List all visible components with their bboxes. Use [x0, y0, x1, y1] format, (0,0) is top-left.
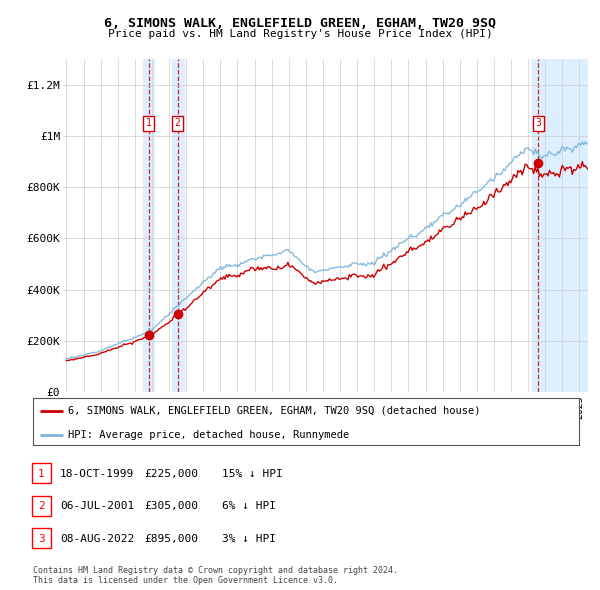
Text: 1: 1	[146, 118, 151, 128]
Text: 3: 3	[535, 118, 541, 128]
Bar	[143, 59, 154, 392]
Bar	[532, 59, 596, 392]
Text: £895,000: £895,000	[144, 534, 198, 543]
Text: 6% ↓ HPI: 6% ↓ HPI	[222, 502, 276, 511]
Text: 3% ↓ HPI: 3% ↓ HPI	[222, 534, 276, 543]
Text: 2: 2	[175, 118, 181, 128]
Text: £225,000: £225,000	[144, 469, 198, 478]
Text: 2: 2	[38, 502, 45, 511]
Text: £305,000: £305,000	[144, 502, 198, 511]
Text: 08-AUG-2022: 08-AUG-2022	[60, 534, 134, 543]
Text: Price paid vs. HM Land Registry's House Price Index (HPI): Price paid vs. HM Land Registry's House …	[107, 30, 493, 39]
Text: 6, SIMONS WALK, ENGLEFIELD GREEN, EGHAM, TW20 9SQ: 6, SIMONS WALK, ENGLEFIELD GREEN, EGHAM,…	[104, 17, 496, 30]
Text: 06-JUL-2001: 06-JUL-2001	[60, 502, 134, 511]
Text: Contains HM Land Registry data © Crown copyright and database right 2024.
This d: Contains HM Land Registry data © Crown c…	[33, 566, 398, 585]
Text: HPI: Average price, detached house, Runnymede: HPI: Average price, detached house, Runn…	[68, 430, 350, 440]
Text: 1: 1	[38, 469, 45, 478]
Bar	[172, 59, 184, 392]
Text: 18-OCT-1999: 18-OCT-1999	[60, 469, 134, 478]
Text: 3: 3	[38, 534, 45, 543]
Text: 6, SIMONS WALK, ENGLEFIELD GREEN, EGHAM, TW20 9SQ (detached house): 6, SIMONS WALK, ENGLEFIELD GREEN, EGHAM,…	[68, 406, 481, 416]
Text: 15% ↓ HPI: 15% ↓ HPI	[222, 469, 283, 478]
